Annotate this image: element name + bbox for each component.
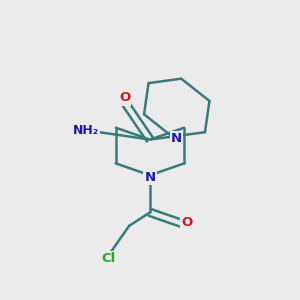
Text: N: N: [171, 132, 182, 145]
Text: O: O: [119, 92, 130, 104]
Text: Cl: Cl: [101, 252, 116, 265]
Text: O: O: [182, 216, 193, 229]
Text: N: N: [144, 171, 156, 184]
Text: NH₂: NH₂: [73, 124, 99, 137]
